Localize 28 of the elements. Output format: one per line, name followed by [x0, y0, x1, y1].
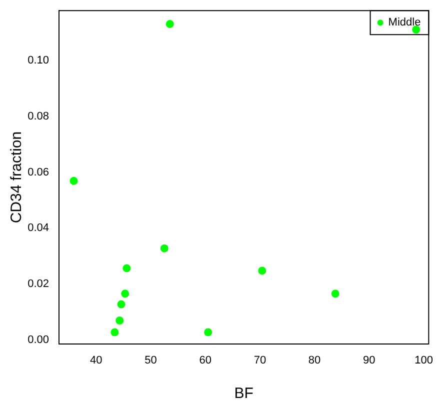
x-tick-label: 40: [90, 354, 102, 367]
y-tick-label: 0.10: [28, 54, 49, 66]
point: [331, 290, 340, 298]
x-axis-title: BF: [234, 385, 254, 402]
x-tick-label: 50: [144, 354, 157, 367]
x-tick-label: 90: [363, 354, 376, 367]
y-tick-label: 0.06: [28, 166, 49, 178]
point: [116, 316, 124, 325]
point: [160, 244, 168, 252]
x-tick-label: 60: [199, 354, 212, 367]
y-tick-label: 0.02: [28, 278, 49, 290]
y-tick-label: 0.08: [28, 110, 49, 122]
y-tick-label: 0.00: [28, 334, 49, 346]
point: [110, 328, 119, 336]
x-tick-label: 80: [308, 354, 321, 367]
point: [121, 290, 130, 298]
point: [122, 264, 131, 272]
point: [258, 266, 266, 275]
point: [204, 328, 212, 336]
x-tick-label: 70: [254, 354, 266, 367]
legend-label: Middle: [388, 16, 421, 29]
point: [70, 176, 78, 185]
point: [412, 26, 420, 34]
point: [166, 20, 174, 28]
x-tick-label: 100: [414, 354, 433, 367]
y-tick-label: 0.04: [28, 222, 49, 234]
point: [117, 300, 126, 308]
y-axis-title: CD34 fraction: [8, 131, 26, 224]
